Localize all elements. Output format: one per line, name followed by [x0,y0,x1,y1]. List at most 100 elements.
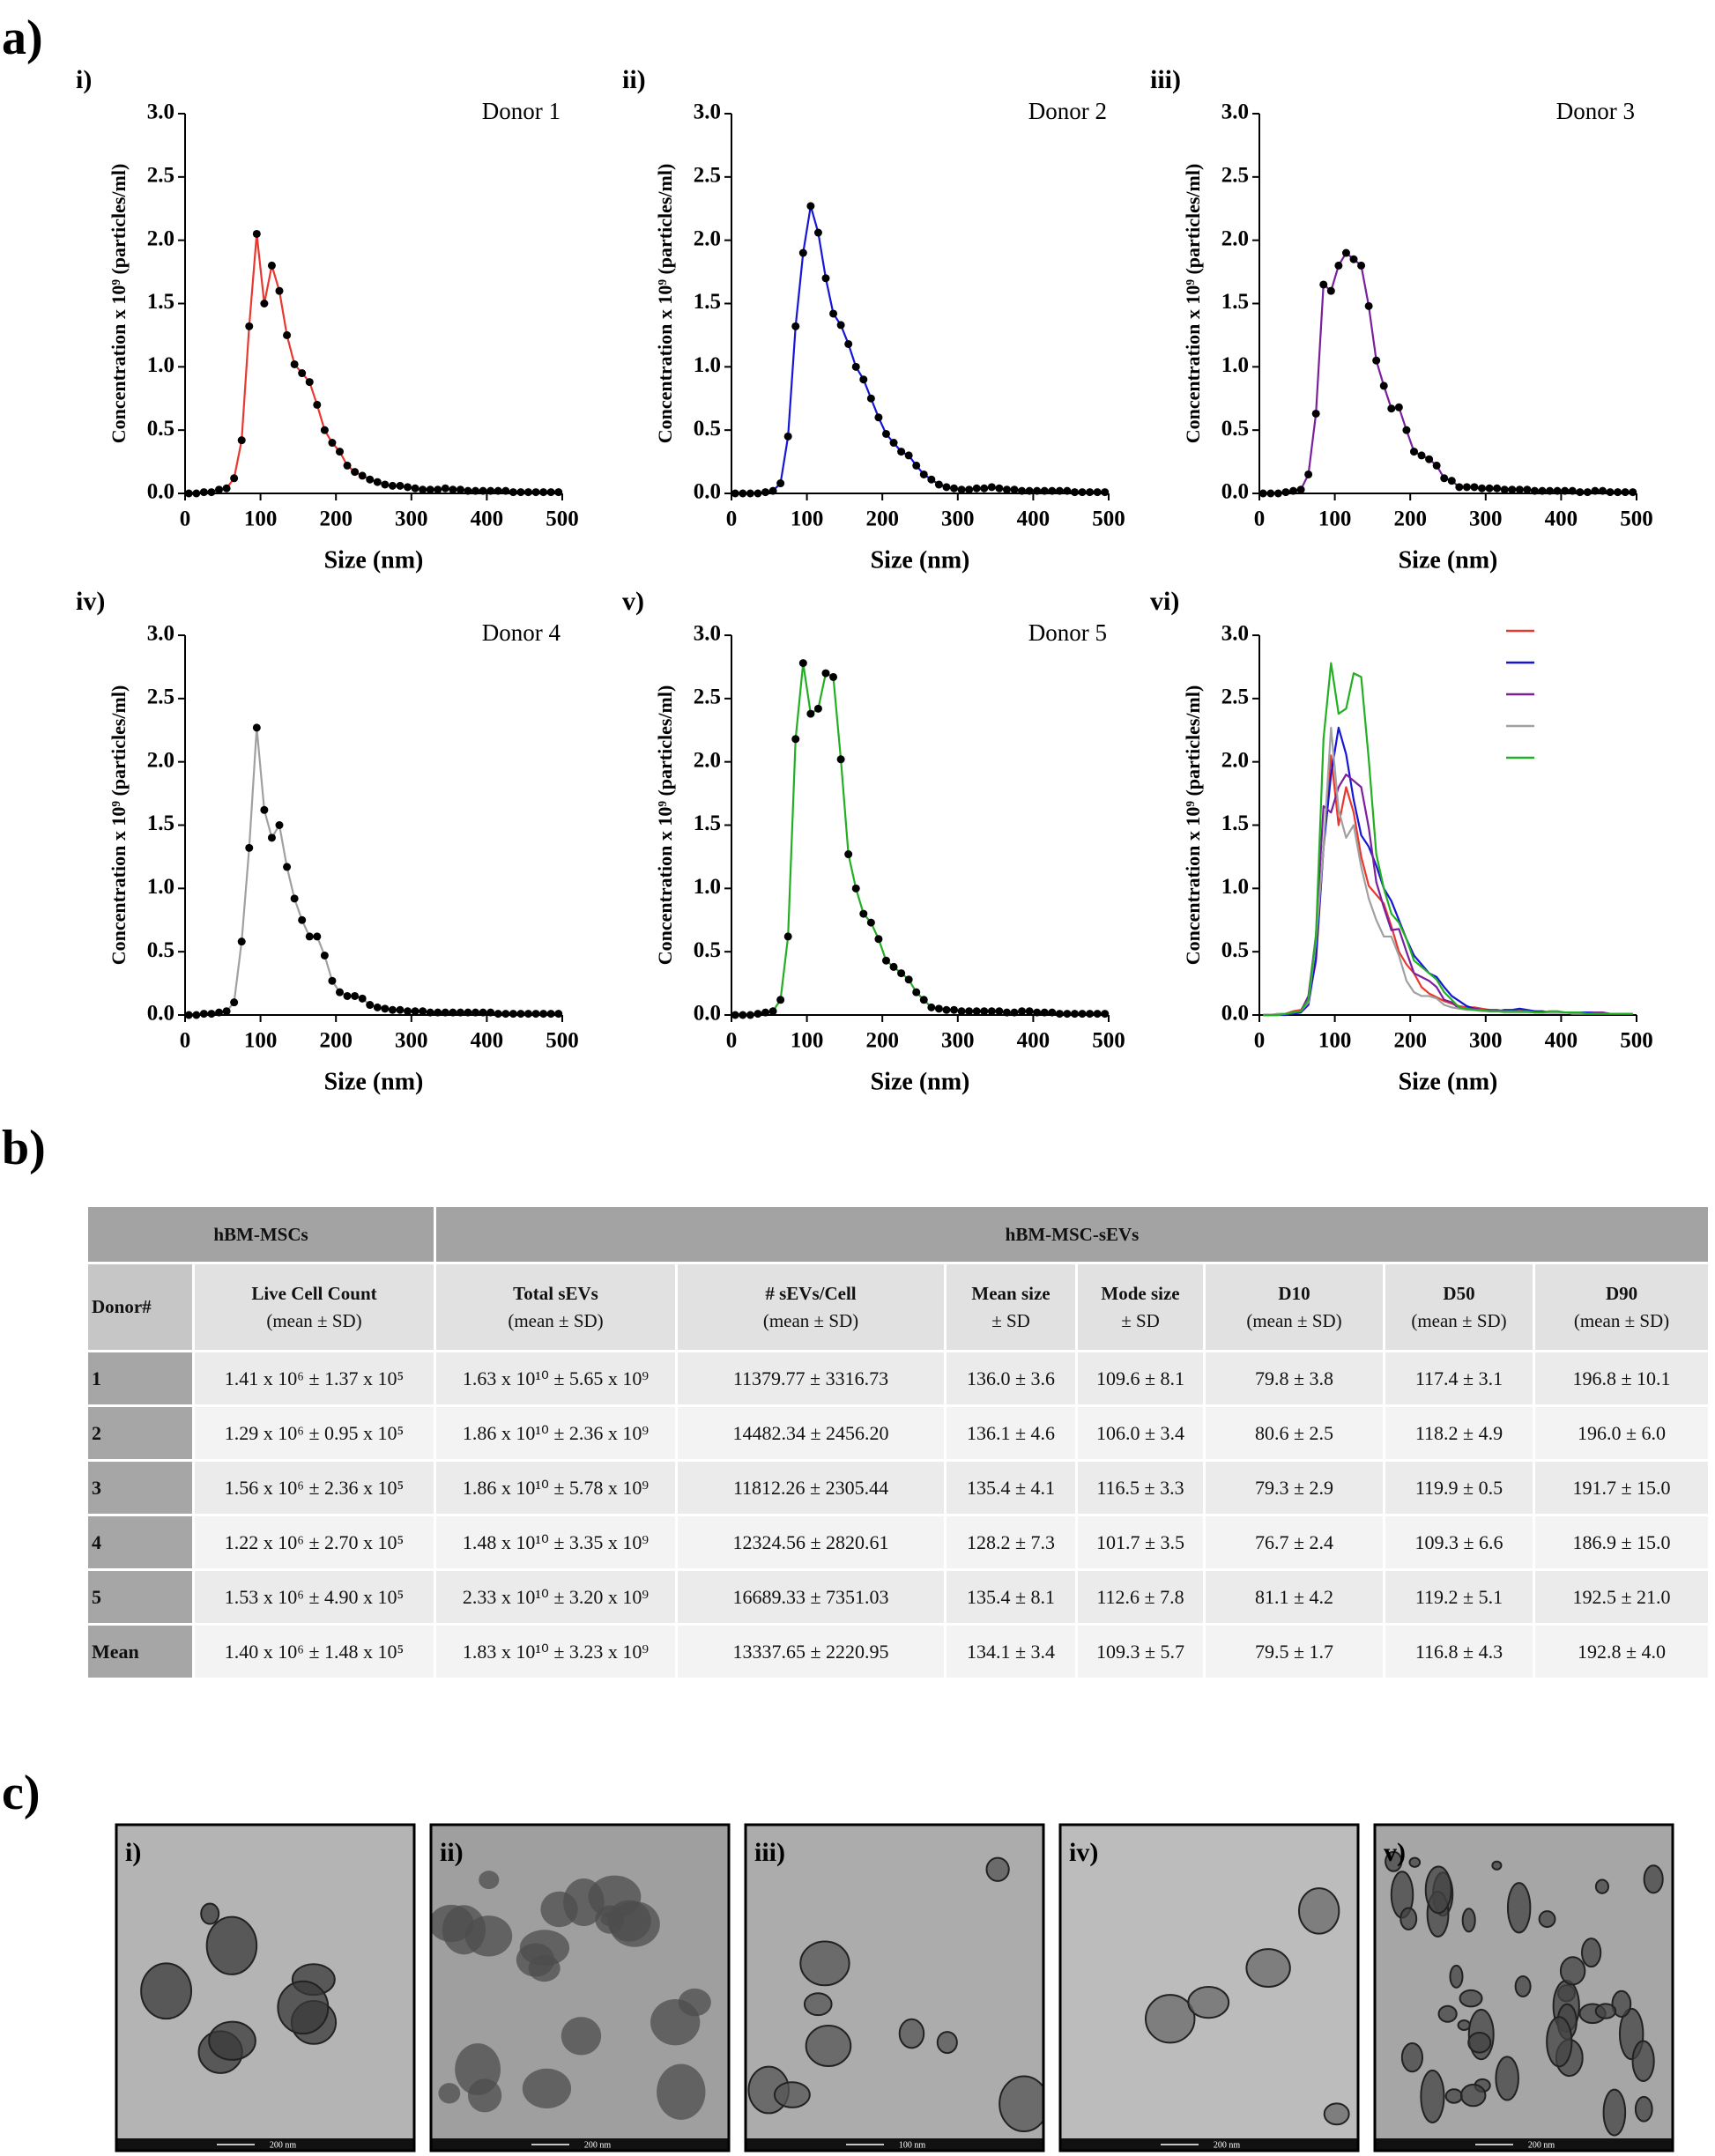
x-tick-label: 0 [180,508,191,531]
data-point [957,485,966,494]
scale-bar-label: 200 nm [1214,2140,1241,2150]
data-point [328,439,337,448]
table-container: hBM-MSCs hBM-MSC-sEVs Donor# Live Cell Coun… [85,1204,1711,1680]
data-point [320,951,329,959]
data-point [889,962,898,971]
data-point [366,1001,375,1010]
data-point [283,330,292,339]
data-point [1070,1010,1079,1019]
header-subtitle: ± SD [991,1309,1030,1331]
group-header-row: hBM-MSCs hBM-MSC-sEVs [85,1204,1711,1264]
vesicle [985,1856,1010,1882]
data-point [912,988,921,997]
header-title: Total sEVs [513,1283,598,1305]
vesicle [1611,1989,1632,2018]
data-point [539,1010,548,1019]
table-cell: 1.86 x 10¹⁰ ± 2.36 x 10⁹ [434,1404,678,1462]
data-point [1040,486,1049,495]
data-point [523,488,532,497]
micrograph-label: ii) [440,1838,464,1867]
table-cell: 79.8 ± 3.8 [1203,1350,1385,1407]
vesicle [200,1902,220,1925]
vesicle [431,1904,474,1943]
data-point [207,488,216,497]
header-title: D10 [1278,1283,1310,1305]
micrograph-border [1058,1823,1360,2152]
y-tick-label: 0.0 [1221,480,1249,504]
table-cell: 81.1 ± 4.2 [1203,1568,1385,1626]
data-point [358,471,367,480]
y-tick-label: 3.0 [694,100,721,124]
vesicle [936,2031,958,2055]
column-header: Mode size ± SD [1075,1262,1206,1352]
data-point [1304,470,1313,478]
data-point [449,485,457,494]
series-line [735,662,1105,1017]
table-cell: 119.9 ± 0.5 [1383,1459,1535,1516]
table: hBM-MSCs hBM-MSC-sEVs Donor# Live Cell Coun… [85,1204,1711,1680]
data-point [388,1005,397,1014]
header-title: Live Cell Count [251,1283,377,1305]
x-tick-label: 200 [1393,508,1427,531]
x-tick-label: 200 [865,508,899,531]
table-cell: 135.4 ± 4.1 [944,1459,1078,1516]
data-point [1561,486,1570,495]
data-point [434,485,442,494]
y-axis-label: Concentration x 10⁹ (particles/ml) [108,164,130,444]
data-point [776,996,785,1004]
data-point [1078,488,1087,497]
x-tick-label: 400 [1017,1029,1051,1053]
data-point [1621,488,1630,497]
data-point [927,1003,936,1011]
data-point [230,474,239,483]
row-header: 4 [85,1514,195,1571]
micrograph-label: v) [1384,1838,1406,1867]
data-point [516,1010,525,1019]
data-point [897,969,906,978]
x-tick-label: 300 [395,508,428,531]
y-tick-label: 1.0 [1221,875,1249,899]
y-tick-label: 2.5 [694,164,721,188]
data-point [1485,484,1494,493]
y-tick-label: 1.0 [1221,353,1249,377]
data-point [836,321,845,330]
data-point [919,470,928,478]
data-point [351,991,360,1000]
x-tick-label: 300 [1469,508,1503,531]
y-tick-label: 0.0 [147,1002,174,1026]
x-tick-label: 200 [319,1029,353,1053]
data-point [1538,486,1547,495]
micrograph: 200 nm [431,1825,729,2151]
data-point [1093,488,1102,497]
data-point [305,378,314,387]
data-point [531,1010,540,1019]
data-point [267,261,276,270]
vesicle [1323,2102,1350,2126]
y-tick-label: 1.5 [694,811,721,835]
data-point [1598,486,1607,495]
micrograph: 200 nm [1375,1825,1673,2151]
vesicle [999,2075,1043,2133]
y-axis-label: Concentration x 10⁹ (particles/ml) [108,685,130,966]
data-point [1010,1008,1019,1017]
vesicle [1187,1986,1230,2019]
vesicle [1506,1882,1532,1934]
data-point [396,481,405,490]
x-axis-label: Size (nm) [871,1068,970,1095]
data-point [441,484,449,493]
data-point [1086,488,1095,497]
y-axis-label: Concentration x 10⁹ (particles/ml) [654,685,676,966]
data-point [486,486,495,495]
vesicle [516,1943,555,1977]
table-cell: 112.6 ± 7.8 [1075,1568,1206,1626]
data-point [184,489,193,498]
data-point [305,932,314,941]
data-point [230,998,239,1007]
table-cell: 109.3 ± 5.7 [1075,1623,1206,1680]
vesicle [1459,2083,1487,2108]
data-point [479,486,487,495]
data-point [836,755,845,764]
y-tick-label: 3.0 [147,622,174,646]
data-point [754,489,762,498]
data-point [192,489,201,498]
